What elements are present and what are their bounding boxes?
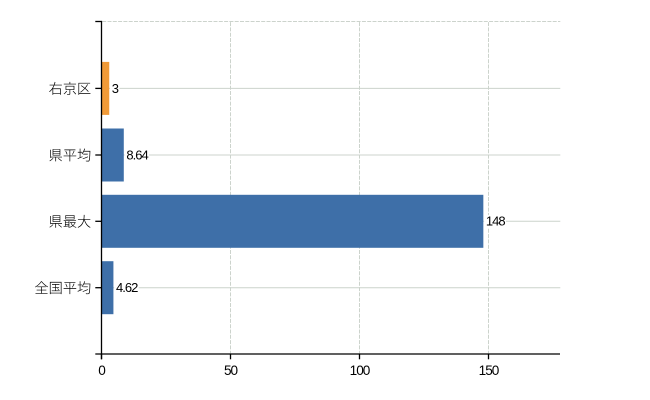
svg-text:8.64: 8.64 <box>126 147 148 162</box>
svg-text:50: 50 <box>224 363 239 378</box>
svg-text:100: 100 <box>350 363 371 378</box>
svg-text:0: 0 <box>98 363 106 378</box>
svg-text:150: 150 <box>479 363 500 378</box>
svg-text:4.62: 4.62 <box>116 280 138 295</box>
svg-text:148: 148 <box>486 214 505 229</box>
svg-text:3: 3 <box>112 81 119 96</box>
